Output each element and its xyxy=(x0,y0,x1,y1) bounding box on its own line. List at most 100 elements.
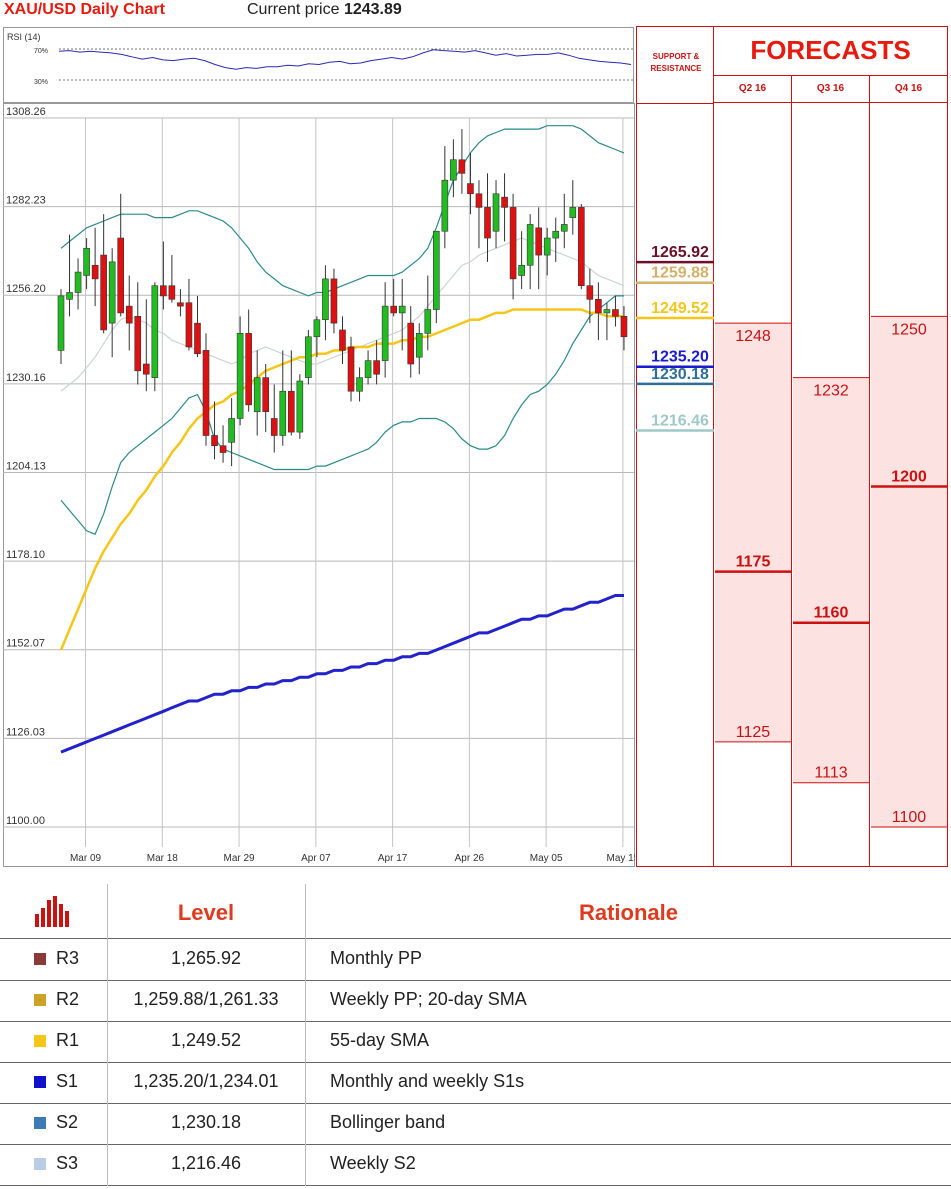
forecast-range-box xyxy=(793,377,869,783)
sr-value: 1249.52 xyxy=(651,300,709,317)
candle xyxy=(236,316,244,426)
bollinger-upper xyxy=(60,125,625,297)
rsi-panel: RSI (14) 70% 30% xyxy=(3,27,634,103)
candle xyxy=(484,173,491,262)
candle xyxy=(398,278,406,351)
forecasts-header: FORECASTS xyxy=(714,26,948,76)
candle xyxy=(185,278,193,351)
forecast-ranges: 1248 1175 1125 1232 1160 1113 1250 1200 1100 xyxy=(715,315,947,828)
bollinger-lower xyxy=(60,295,624,535)
candle xyxy=(467,152,474,215)
candle xyxy=(407,306,415,378)
candle xyxy=(450,139,457,198)
candle xyxy=(390,278,397,317)
y-tick-label: 1256.20 xyxy=(6,283,46,295)
level-value: 1,249.52 xyxy=(170,1030,242,1050)
candle xyxy=(492,180,500,249)
forecast-high-value: 1250 xyxy=(891,321,927,338)
level-rationale: Monthly and weekly S1s xyxy=(330,1071,525,1091)
candle xyxy=(381,282,389,378)
level-value: 1,216.46 xyxy=(170,1153,242,1173)
level-value: 1,235.20/1,234.01 xyxy=(133,1071,279,1091)
candle xyxy=(228,398,235,467)
y-tick-label: 1152.07 xyxy=(6,638,45,650)
x-tick-label: May 05 xyxy=(530,853,563,864)
candle xyxy=(57,289,65,365)
y-tick-label: 1126.03 xyxy=(6,726,45,738)
sr-value: 1230.18 xyxy=(651,366,709,383)
candle xyxy=(424,275,432,351)
candle xyxy=(74,258,82,310)
candle xyxy=(202,333,210,446)
candle xyxy=(219,425,227,463)
table-row: S2 1,230.18 Bollinger band xyxy=(0,1103,951,1145)
candle xyxy=(322,265,329,341)
level-rationale: 55-day SMA xyxy=(330,1030,430,1050)
forecast-mid-value: 1175 xyxy=(736,554,771,571)
sma-200-line xyxy=(60,594,624,754)
level-code: S1 xyxy=(56,1071,79,1091)
forecast-column: Q2 16 xyxy=(714,76,792,867)
candle xyxy=(83,238,90,290)
candle xyxy=(543,227,551,276)
candle xyxy=(108,248,116,358)
y-tick-label: 1178.10 xyxy=(6,549,45,561)
level-rationale: Bollinger band xyxy=(330,1112,446,1132)
level-code: S2 xyxy=(56,1112,79,1132)
candle xyxy=(296,374,304,439)
level-rationale: Monthly PP xyxy=(330,948,423,968)
forecast-mid-value: 1160 xyxy=(814,605,849,622)
candle xyxy=(177,289,184,317)
table-row: R1 1,249.52 55-day SMA xyxy=(0,1021,951,1063)
sr-value: 1265.92 xyxy=(651,244,709,261)
forecast-range: 1248 1175 1125 xyxy=(715,322,791,743)
candle xyxy=(578,203,585,290)
rsi-level-low: 30% xyxy=(34,79,48,86)
candle xyxy=(134,282,142,385)
forecast-low-value: 1125 xyxy=(736,724,771,741)
sr-value: 1235.20 xyxy=(651,349,709,366)
candle xyxy=(415,323,423,375)
candle xyxy=(245,309,252,412)
x-tick-label: Apr 07 xyxy=(301,853,331,864)
candle xyxy=(595,282,602,341)
candle xyxy=(620,306,628,351)
y-tick-label: 1308.26 xyxy=(6,106,46,118)
forecast-mid-value: 1200 xyxy=(891,469,927,486)
forecast-range-box xyxy=(871,316,947,827)
level-code: R1 xyxy=(56,1030,80,1050)
bar-chart-icon xyxy=(35,896,69,927)
candle xyxy=(458,129,466,194)
candle xyxy=(279,350,287,446)
level-swatch xyxy=(34,1076,46,1088)
x-tick-label: Mar 09 xyxy=(70,853,102,864)
forecast-high-value: 1248 xyxy=(735,328,771,345)
level-swatch xyxy=(34,953,46,965)
candle xyxy=(475,180,483,249)
candle xyxy=(569,180,577,235)
level-swatch xyxy=(34,994,46,1006)
candle xyxy=(364,350,372,385)
sr-column: SUPPORT & RESISTANCE xyxy=(636,26,714,867)
forecast-range: 1250 1200 1100 xyxy=(871,315,947,828)
col-rationale-header: Rationale xyxy=(578,900,679,925)
y-tick-label: 1282.23 xyxy=(6,195,46,207)
candle xyxy=(552,217,560,262)
forecast-low-value: 1100 xyxy=(892,809,927,826)
candle xyxy=(270,384,278,453)
sr-value: 1216.46 xyxy=(651,413,709,430)
candle xyxy=(339,316,346,365)
level-code: R3 xyxy=(56,948,80,968)
candle xyxy=(125,275,133,351)
level-value: 1,265.92 xyxy=(170,948,242,968)
sr-value: 1259.88 xyxy=(651,265,709,282)
y-tick-label: 1230.16 xyxy=(6,372,46,384)
x-tick-label: Apr 26 xyxy=(455,853,485,864)
candle xyxy=(509,193,517,300)
forecasts-title: FORECASTS xyxy=(750,35,911,65)
candle xyxy=(151,282,159,392)
y-tick-label: 1100.00 xyxy=(6,815,45,827)
forecast-range: 1232 1160 1113 xyxy=(793,377,869,784)
forecast-quarter-label: Q2 16 xyxy=(714,76,791,103)
